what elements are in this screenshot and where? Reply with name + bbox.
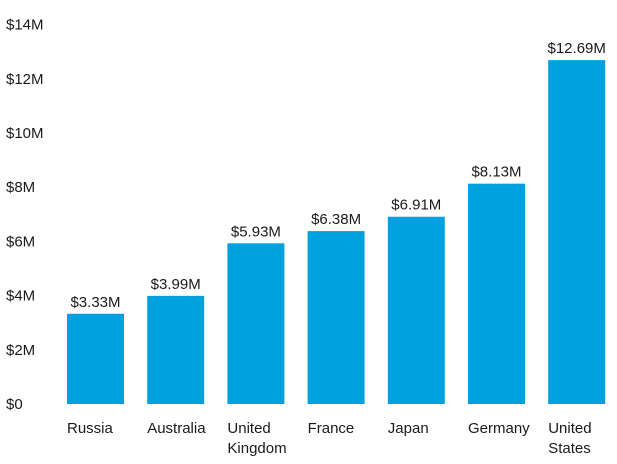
x-tick-label-line: Germany xyxy=(468,420,530,437)
data-labels: $3.33M $3.99M $5.93M $6.38M $6.91M $8.13M $12.… xyxy=(70,40,605,311)
y-tick-label: $2M xyxy=(6,342,35,359)
data-label: $6.38M xyxy=(311,211,361,228)
bar xyxy=(67,313,124,404)
data-label: $3.99M xyxy=(151,276,201,293)
x-tick-label-line: France xyxy=(308,420,355,437)
x-tick-label: United Kingdom xyxy=(227,420,286,457)
y-axis: $0 $2M $4M $6M $8M $10M $12M $14M xyxy=(6,17,44,413)
x-tick-label-line: United xyxy=(548,420,591,437)
data-label: $3.33M xyxy=(70,294,120,311)
y-tick-label: $12M xyxy=(6,71,44,88)
x-tick-label-line: Japan xyxy=(388,420,429,437)
x-tick-label: Russia xyxy=(67,420,114,437)
x-tick-label-line: Russia xyxy=(67,420,114,437)
y-tick-label: $14M xyxy=(6,17,44,34)
y-tick-label: $10M xyxy=(6,125,44,142)
x-tick-label: France xyxy=(308,420,355,437)
x-tick-label: Japan xyxy=(388,420,429,437)
bars xyxy=(67,60,606,404)
y-tick-label: $6M xyxy=(6,233,35,250)
x-tick-label-line: Kingdom xyxy=(227,440,286,457)
bar xyxy=(387,216,445,404)
y-tick-label: $4M xyxy=(6,288,35,305)
bar xyxy=(147,295,205,404)
bar xyxy=(548,60,606,404)
x-tick-label-line: Australia xyxy=(147,420,206,437)
data-label: $5.93M xyxy=(231,223,281,240)
x-axis: Russia Australia United Kingdom France Japan G… xyxy=(67,420,592,457)
data-label: $8.13M xyxy=(471,164,521,181)
bar xyxy=(227,243,285,404)
bar xyxy=(307,231,365,404)
data-label: $12.69M xyxy=(548,40,606,57)
x-tick-label-line: United xyxy=(227,420,270,437)
x-tick-label: United States xyxy=(548,420,591,457)
x-tick-label: Germany xyxy=(468,420,530,437)
y-tick-label: $0 xyxy=(6,396,23,413)
y-tick-label: $8M xyxy=(6,179,35,196)
x-tick-label-line: States xyxy=(548,440,591,457)
x-tick-label: Australia xyxy=(147,420,206,437)
bar xyxy=(468,183,525,404)
data-label: $6.91M xyxy=(391,197,441,214)
